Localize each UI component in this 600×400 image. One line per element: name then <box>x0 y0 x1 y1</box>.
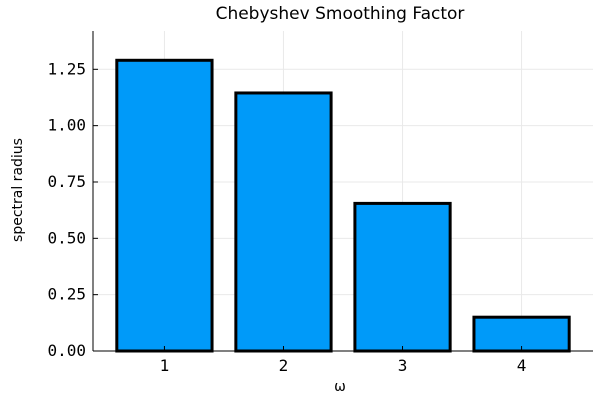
bar-4 <box>472 315 571 353</box>
y-tick-label-5: 1.25 <box>47 59 86 78</box>
x-tick-label-2: 3 <box>398 356 408 375</box>
y-tick-label-3: 0.75 <box>47 172 86 191</box>
y-tick-label-0: 0.00 <box>47 341 86 360</box>
bar-2 <box>234 91 333 353</box>
bar-3 <box>353 201 452 353</box>
x-tick-label-0: 1 <box>160 356 170 375</box>
tick-labels: 0.00 0.25 0.50 0.75 1.00 1.25 1 2 3 4 <box>47 59 526 375</box>
bars <box>115 58 571 353</box>
axes <box>92 31 593 352</box>
x-tick-label-3: 4 <box>517 356 527 375</box>
x-tick-label-1: 2 <box>279 356 289 375</box>
x-axis-label: ω <box>334 379 346 395</box>
y-tick-label-2: 0.50 <box>47 228 86 247</box>
y-tick-label-4: 1.00 <box>47 116 86 135</box>
chart-title: Chebyshev Smoothing Factor <box>216 4 465 24</box>
y-tick-label-1: 0.25 <box>47 285 86 304</box>
y-axis-label: spectral radius <box>10 138 26 242</box>
bar-1 <box>115 58 214 353</box>
